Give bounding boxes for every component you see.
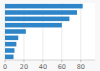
plot-background [5,3,95,60]
tick-label: 20 [20,63,28,71]
tick-label: 60 [58,63,66,71]
x-axis-line [5,60,95,61]
tick-label: 80 [77,63,85,71]
bar [5,42,16,47]
chart-container: 0 20 40 60 80 [0,0,100,71]
bar [5,48,14,53]
chart: 0 20 40 60 80 [0,0,100,71]
bars [5,4,83,59]
bar [5,17,69,22]
bar [5,36,18,41]
bar [5,10,77,15]
bar [5,29,26,34]
bar [5,23,62,28]
bar [5,55,14,60]
tick-label: 40 [39,63,47,71]
grid-line [80,3,81,60]
bar [5,4,83,9]
tick-label: 0 [3,63,7,71]
